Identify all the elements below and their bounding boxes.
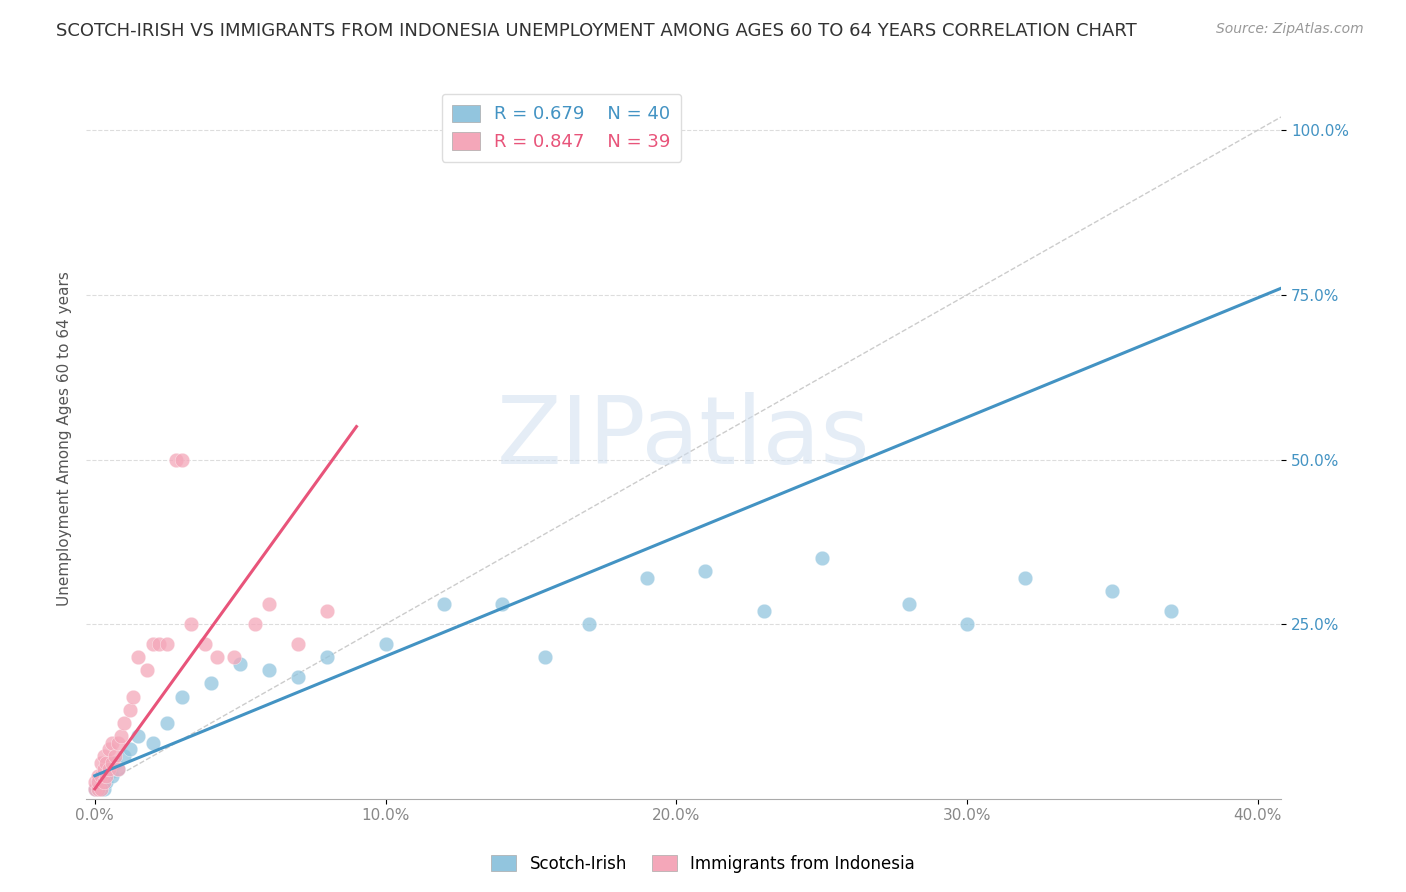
Point [118,703,141,717]
Point [86,775,108,789]
Point [136,663,159,677]
Legend: R = 0.679    N = 40, R = 0.847    N = 39: R = 0.679 N = 40, R = 0.847 N = 39 [441,94,682,162]
Point [86,781,108,796]
Point [752,604,775,618]
Text: SCOTCH-IRISH VS IMMIGRANTS FROM INDONESIA UNEMPLOYMENT AMONG AGES 60 TO 64 YEARS: SCOTCH-IRISH VS IMMIGRANTS FROM INDONESI… [56,22,1137,40]
Point [316,650,339,665]
Point [107,736,129,750]
Point [83,781,105,796]
Point [374,637,396,651]
Point [112,716,135,731]
Point [98,742,121,756]
Point [1101,584,1123,599]
Point [257,598,280,612]
Y-axis label: Unemployment Among Ages 60 to 64 years: Unemployment Among Ages 60 to 64 years [58,270,72,606]
Point [257,663,280,677]
Point [101,769,124,783]
Point [578,617,600,632]
Point [956,617,979,632]
Point [101,756,124,770]
Point [96,756,118,770]
Point [93,775,115,789]
Point [897,598,920,612]
Point [83,781,105,796]
Point [127,729,149,743]
Point [90,769,112,783]
Point [148,637,170,651]
Point [90,781,112,796]
Point [491,598,513,612]
Point [96,775,118,789]
Point [156,716,179,731]
Point [1014,571,1036,585]
Point [107,762,129,776]
Point [205,650,228,665]
Point [127,650,149,665]
Point [180,617,202,632]
Point [810,551,832,566]
Point [104,756,127,770]
Point [194,637,217,651]
Point [170,452,193,467]
Point [93,775,115,789]
Point [107,762,129,776]
Point [200,676,222,690]
Point [98,762,121,776]
Legend: Scotch-Irish, Immigrants from Indonesia: Scotch-Irish, Immigrants from Indonesia [485,848,921,880]
Point [104,748,127,763]
Point [96,769,118,783]
Point [83,775,105,789]
Point [110,729,132,743]
Point [224,650,246,665]
Point [165,452,187,467]
Point [101,736,124,750]
Point [90,756,112,770]
Point [316,604,339,618]
Point [90,781,112,796]
Point [287,670,309,684]
Point [121,690,143,704]
Point [86,781,108,796]
Point [93,748,115,763]
Point [170,690,193,704]
Point [142,637,165,651]
Point [112,748,135,763]
Point [433,598,456,612]
Point [142,736,165,750]
Point [118,742,141,756]
Point [287,637,309,651]
Point [534,650,557,665]
Point [86,769,108,783]
Point [93,781,115,796]
Text: Source: ZipAtlas.com: Source: ZipAtlas.com [1216,22,1364,37]
Point [636,571,658,585]
Point [86,775,108,789]
Point [1160,604,1182,618]
Point [156,637,179,651]
Point [695,565,717,579]
Point [229,657,252,671]
Text: ZIPatlas: ZIPatlas [496,392,870,484]
Point [96,769,118,783]
Point [243,617,266,632]
Point [90,769,112,783]
Point [93,762,115,776]
Point [98,762,121,776]
